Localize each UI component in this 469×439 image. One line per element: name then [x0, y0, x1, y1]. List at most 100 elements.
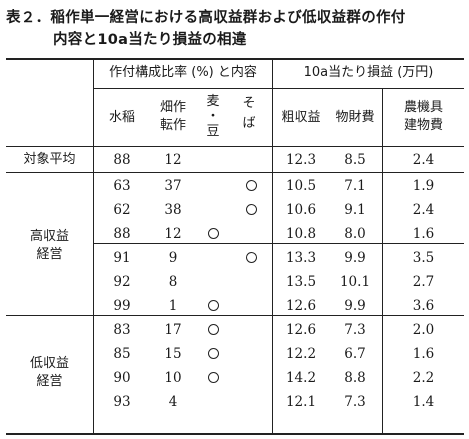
rice-cell: 63	[113, 178, 131, 194]
material-cost-cell: 7.1	[344, 178, 366, 194]
gross-revenue-cell: 10.6	[285, 202, 317, 218]
gross-revenue-cell: 12.6	[285, 298, 317, 314]
circle-mark-icon	[246, 252, 257, 263]
material-cost-cell: 10.1	[339, 274, 371, 290]
section-divider	[272, 58, 273, 434]
machinery-cost-cell: 2.0	[412, 322, 435, 338]
machinery-cost-cell: 3.5	[412, 250, 435, 266]
rice-cell: 88	[113, 226, 131, 242]
material-cost-cell: 8.0	[344, 226, 366, 242]
material-cost-cell: 8.8	[344, 370, 366, 386]
high-profit-label-bottom: 経営	[36, 247, 63, 262]
table-top-rule	[6, 58, 464, 60]
crop-composition-header: 作付構成比率 (%) と内容	[109, 65, 257, 80]
soba-mark	[231, 180, 272, 196]
gross-revenue-cell: 10.8	[285, 226, 317, 242]
rice-cell: 88	[113, 152, 131, 168]
rice-cell: 90	[113, 370, 131, 386]
low-profit-label-top: 低収益	[29, 356, 69, 371]
wheat-bean-mark	[195, 300, 231, 316]
caption-line-2: 内容と10a当たり損益の相違	[53, 32, 247, 48]
machinery-cost-cell: 2.4	[412, 152, 435, 168]
gross-revenue-cell: 13.3	[285, 250, 317, 266]
machinery-cost-cell: 1.4	[412, 394, 435, 410]
gross-revenue-cell: 14.2	[285, 370, 317, 386]
rice-cell: 62	[113, 202, 131, 218]
average-row-label: 対象平均	[23, 152, 76, 167]
tenkan-cell: 1	[168, 298, 178, 314]
machinery-cost-cell: 2.7	[412, 274, 435, 290]
circle-mark-icon	[207, 228, 219, 239]
soba-mark	[231, 252, 272, 268]
circle-mark-icon	[207, 300, 219, 311]
rice-cell: 99	[113, 298, 131, 314]
gross-revenue-cell: 13.5	[285, 274, 317, 290]
tenkan-header-top: 畑作	[159, 100, 186, 115]
circle-mark-icon	[246, 180, 257, 191]
circle-mark-icon	[207, 372, 219, 383]
machinery-cost-cell: 1.6	[412, 226, 435, 242]
gross-revenue-cell: 12.6	[285, 322, 317, 338]
tenkan-cell: 4	[168, 394, 178, 410]
caption-line-1: 表２．稲作単一経営における高収益群および低収益群の作付	[6, 10, 406, 26]
header-bottom-rule	[6, 146, 464, 147]
tenkan-cell: 12	[164, 152, 182, 168]
machinery-header-top: 農機具	[403, 100, 443, 115]
wheat-bean-header-top: 麦	[206, 94, 220, 109]
average-bottom-rule	[6, 172, 464, 173]
tenkan-cell: 37	[164, 178, 182, 194]
tenkan-header-bottom: 転作	[159, 118, 186, 133]
table-bottom-rule	[6, 433, 464, 435]
profit-header: 10a当たり損益 (万円)	[303, 65, 434, 80]
wheat-bean-mark	[195, 324, 231, 340]
tenkan-cell: 8	[168, 274, 178, 290]
gross-revenue-cell: 12.3	[285, 152, 317, 168]
machinery-divider	[382, 88, 383, 434]
high-subgroup-rule	[93, 243, 464, 244]
machinery-cost-cell: 1.6	[412, 346, 435, 362]
soba-header-top: そ	[242, 96, 256, 111]
circle-mark-icon	[246, 204, 257, 215]
low-profit-label-bottom: 経営	[36, 374, 63, 389]
wheat-bean-header-bottom: 豆	[206, 124, 220, 139]
profit-comparison-table: 作付構成比率 (%) と内容 10a当たり損益 (万円) 水稲 畑作 転作 麦 …	[6, 58, 464, 435]
high-group-bottom-rule	[6, 315, 464, 316]
gross-revenue-cell: 12.1	[285, 394, 317, 410]
wheat-bean-mark	[195, 372, 231, 388]
rice-cell: 85	[113, 346, 131, 362]
soba-header-bottom: ば	[242, 116, 256, 131]
material-cost-header: 物財費	[335, 110, 375, 125]
material-cost-cell: 7.3	[344, 394, 366, 410]
table-caption: 表２．稲作単一経営における高収益群および低収益群の作付 内容と10a当たり損益の…	[6, 7, 466, 51]
high-profit-label-top: 高収益	[29, 229, 69, 244]
tenkan-cell: 9	[168, 250, 178, 266]
material-cost-cell: 9.9	[344, 298, 366, 314]
wheat-bean-mark	[195, 228, 231, 244]
group-label-divider	[93, 58, 94, 434]
machinery-cost-cell: 2.4	[412, 202, 435, 218]
wheat-bean-mark	[195, 348, 231, 364]
rice-cell: 83	[113, 322, 131, 338]
tenkan-cell: 17	[164, 322, 182, 338]
circle-mark-icon	[207, 348, 219, 359]
tenkan-cell: 12	[164, 226, 182, 242]
tenkan-cell: 38	[164, 202, 182, 218]
material-cost-cell: 7.3	[344, 322, 366, 338]
material-cost-cell: 9.9	[344, 250, 366, 266]
rice-cell: 91	[113, 250, 131, 266]
wheat-bean-header-dot: ・	[206, 109, 220, 124]
rice-cell: 92	[113, 274, 131, 290]
circle-mark-icon	[207, 324, 219, 335]
tenkan-cell: 10	[164, 370, 182, 386]
rice-cell: 93	[113, 394, 131, 410]
material-cost-cell: 8.5	[344, 152, 366, 168]
gross-revenue-cell: 12.2	[285, 346, 317, 362]
material-cost-cell: 9.1	[344, 202, 366, 218]
gross-revenue-header: 粗収益	[281, 110, 321, 125]
machinery-cost-cell: 2.2	[412, 370, 435, 386]
rice-header: 水稲	[108, 110, 135, 125]
gross-revenue-cell: 10.5	[285, 178, 317, 194]
tenkan-cell: 15	[164, 346, 182, 362]
machinery-header-bottom: 建物費	[403, 118, 443, 133]
material-cost-cell: 6.7	[344, 346, 366, 362]
